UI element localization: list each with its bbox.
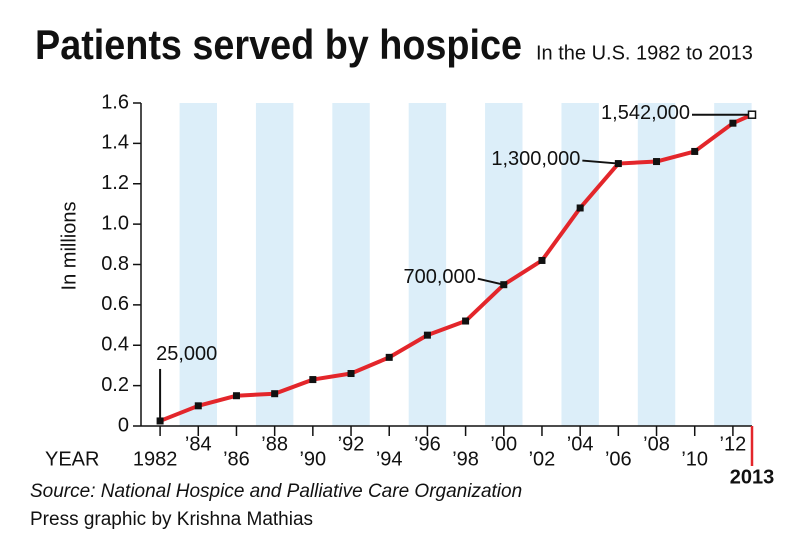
point <box>614 160 622 168</box>
point <box>691 147 699 155</box>
y-tick-label: 0 <box>118 414 129 436</box>
x-tick-label: ’94 <box>376 448 403 470</box>
x-tick-label: ’90 <box>299 448 326 470</box>
band <box>255 103 294 426</box>
point <box>423 331 431 339</box>
x-tick-label: ’12 <box>720 433 747 455</box>
leader-line <box>477 277 505 286</box>
point <box>232 392 240 400</box>
data-label: 1,542,000 <box>601 102 690 124</box>
y-tick-label: 0.4 <box>101 334 129 356</box>
x-tick-label: ’84 <box>185 433 212 455</box>
y-tick-label: 1.4 <box>101 132 129 154</box>
y-tick-label: 1.2 <box>101 172 129 194</box>
bands <box>179 103 752 426</box>
y-tick-label: 1.0 <box>101 212 129 234</box>
chart-subtitle: In the U.S. 1982 to 2013 <box>536 42 753 64</box>
point <box>347 370 355 378</box>
band <box>408 103 447 426</box>
chart-title: Patients served by hospice <box>35 21 522 68</box>
y-tick-label: 1.6 <box>101 91 129 113</box>
leader-line <box>582 159 619 165</box>
point <box>747 110 757 119</box>
data-label: 700,000 <box>403 266 475 288</box>
x-tick-label: ’88 <box>261 433 288 455</box>
x-tick-label: ’86 <box>223 448 250 470</box>
point <box>194 402 202 410</box>
x-tick-label: ’06 <box>605 448 632 470</box>
point <box>729 119 737 127</box>
x-tick-label: ’98 <box>452 448 479 470</box>
x-axis-label: YEAR <box>45 448 99 470</box>
x-tick-label: ’10 <box>681 448 708 470</box>
point <box>156 417 164 425</box>
y-tick-label: 0.8 <box>101 253 129 275</box>
x-tick-label: 2013 <box>730 466 775 488</box>
point <box>500 281 508 289</box>
point <box>309 376 317 384</box>
x-tick-label: ’00 <box>490 433 517 455</box>
band <box>561 103 599 426</box>
x-tick-label: ’96 <box>414 433 441 455</box>
point <box>653 158 661 166</box>
x-tick-label: ’92 <box>338 433 365 455</box>
x-tick-label: ’02 <box>529 448 556 470</box>
y-tick-label: 0.2 <box>101 374 129 396</box>
point <box>576 204 584 212</box>
band <box>637 103 676 426</box>
y-axis-label: In millions <box>58 202 80 291</box>
point <box>538 256 546 264</box>
credit: Press graphic by Krishna Mathias <box>30 509 313 530</box>
y-tick-label: 0.6 <box>101 293 129 315</box>
x-tick-label: ’04 <box>567 433 594 455</box>
x-tick-label: 1982 <box>133 448 178 470</box>
point <box>385 353 393 361</box>
band <box>179 103 217 426</box>
point <box>462 317 470 325</box>
data-label: 25,000 <box>156 343 217 365</box>
band <box>714 103 752 426</box>
band <box>485 103 523 426</box>
source: Source: National Hospice and Palliative … <box>30 481 522 502</box>
data-label: 1,300,000 <box>491 148 580 170</box>
point <box>271 390 279 398</box>
x-tick-label: ’08 <box>643 433 670 455</box>
